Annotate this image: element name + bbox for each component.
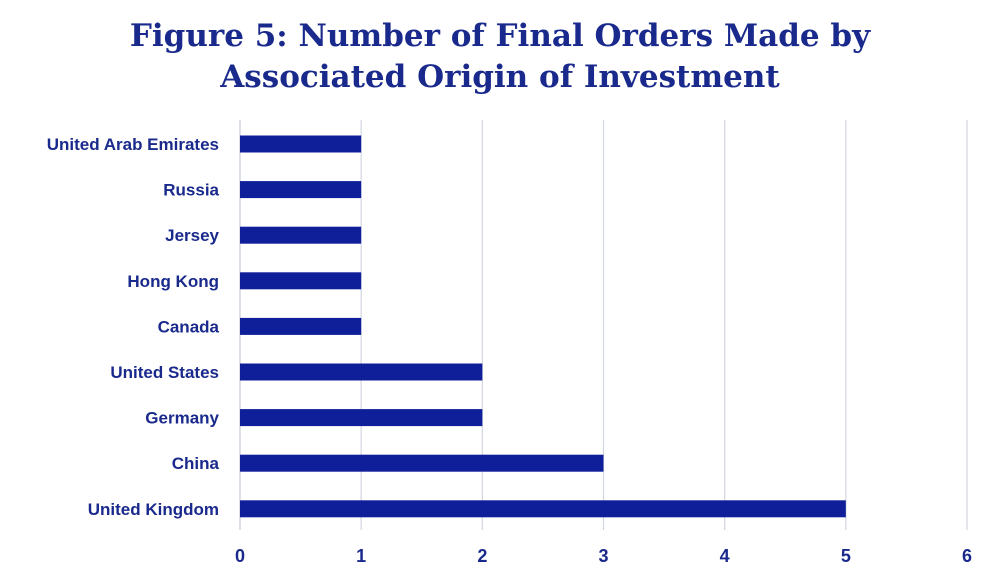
bar	[240, 272, 362, 290]
bar	[240, 317, 362, 335]
x-tick-label: 2	[477, 546, 487, 566]
category-label: Jersey	[165, 226, 219, 245]
chart-title-line-1: Figure 5: Number of Final Orders Made by	[129, 18, 871, 54]
bar	[240, 181, 362, 199]
category-label: United Kingdom	[88, 500, 219, 519]
category-label: China	[172, 454, 220, 473]
x-tick-label: 4	[720, 546, 730, 566]
category-label: Canada	[158, 317, 220, 336]
category-label: United States	[110, 363, 219, 382]
bars	[240, 135, 846, 518]
chart-title: Figure 5: Number of Final Orders Made by…	[0, 16, 1000, 98]
category-label: United Arab Emirates	[47, 135, 219, 154]
category-labels: United Arab Emirates Russia Jersey Hong Kon…	[47, 135, 220, 519]
bar	[240, 135, 362, 153]
category-label: Hong Kong	[127, 272, 219, 291]
x-tick-label: 1	[356, 546, 366, 566]
bar	[240, 454, 604, 472]
x-tick-labels: 0 1 2 3 4 5 6	[235, 546, 972, 566]
category-label: Germany	[145, 409, 219, 428]
x-tick-label: 0	[235, 546, 245, 566]
x-tick-label: 5	[841, 546, 851, 566]
category-label: Russia	[163, 181, 219, 200]
bar	[240, 363, 483, 381]
bar	[240, 409, 483, 427]
bar	[240, 500, 846, 518]
x-tick-label: 3	[598, 546, 608, 566]
x-tick-label: 6	[962, 546, 972, 566]
chart-title-line-2: Associated Origin of Investment	[220, 59, 780, 95]
bar	[240, 226, 362, 244]
